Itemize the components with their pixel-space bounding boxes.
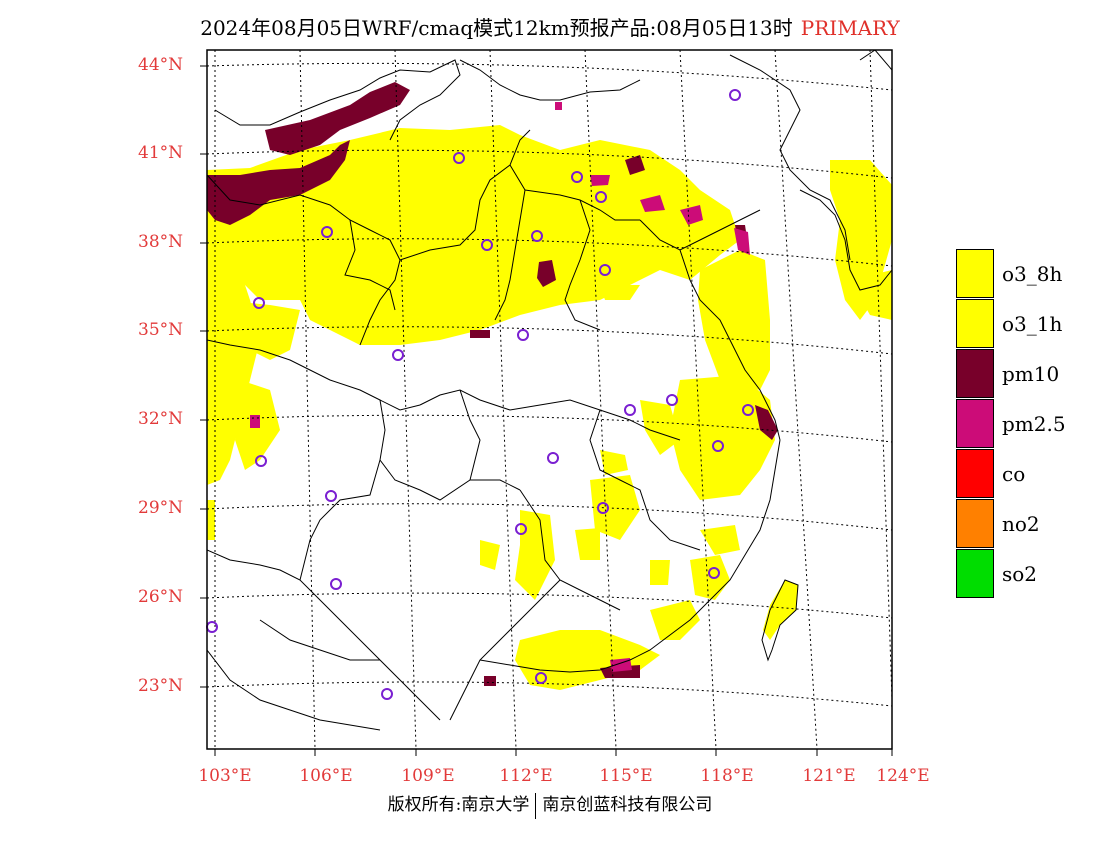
lat-label-23: 23°N (138, 676, 184, 696)
legend-item-pm10: pm10 (956, 349, 1066, 399)
legend-swatch (956, 399, 994, 448)
lon-label-115: 115°E (599, 766, 653, 786)
legend-swatch (956, 349, 994, 398)
legend-item-o3-8h: o3_8h (956, 249, 1066, 299)
legend-label: pm2.5 (1002, 412, 1066, 436)
copyright-company: 南京创蓝科技有限公司 (542, 795, 713, 815)
legend-swatch (956, 449, 994, 498)
o3-region (207, 125, 892, 690)
legend-label: o3_8h (1002, 262, 1063, 286)
lat-label-38: 38°N (138, 232, 184, 252)
lat-label-32: 32°N (138, 409, 184, 429)
legend-item-so2: so2 (956, 549, 1066, 599)
boundaries (207, 50, 892, 731)
lon-label-121: 121°E (802, 766, 856, 786)
graticule (207, 50, 892, 749)
copyright-divider (535, 792, 537, 819)
legend-label: o3_1h (1002, 312, 1063, 336)
copyright: 版权所有:南京大学 南京创蓝科技有限公司 (0, 790, 1100, 819)
legend-item-pm25: pm2.5 (956, 399, 1066, 449)
pollution-overlay (207, 82, 892, 690)
chart-title: 2024年08月05日WRF/cmaq模式12km预报产品:08月05日13时 P… (0, 12, 1100, 41)
pm25-region (250, 102, 750, 672)
lat-label-41: 41°N (138, 143, 184, 163)
title-text: 2024年08月05日WRF/cmaq模式12km预报产品:08月05日13时 (200, 16, 793, 40)
legend-swatch (956, 299, 994, 348)
lat-label-26: 26°N (138, 587, 184, 607)
lat-label-29: 29°N (138, 498, 184, 518)
legend-item-o3-1h: o3_1h (956, 299, 1066, 349)
title-tag: PRIMARY (800, 16, 900, 40)
station-markers (206, 89, 754, 700)
lon-label-124: 124°E (876, 766, 930, 786)
copyright-owner: 版权所有:南京大学 (387, 795, 530, 815)
legend-swatch (956, 249, 994, 298)
axis-ticks (200, 65, 893, 756)
legend-item-co: co (956, 449, 1066, 499)
lon-label-118: 118°E (700, 766, 754, 786)
legend-label: co (1002, 462, 1026, 486)
legend-item-no2: no2 (956, 499, 1066, 549)
legend-label: so2 (1002, 562, 1038, 586)
map-frame (206, 49, 893, 750)
legend: o3_8h o3_1h pm10 pm2.5 co no2 so2 (956, 249, 1066, 599)
legend-label: no2 (1002, 512, 1040, 536)
legend-swatch (956, 549, 994, 598)
lon-label-109: 109°E (401, 766, 455, 786)
lon-label-103: 103°E (198, 766, 252, 786)
lat-label-44: 44°N (138, 55, 184, 75)
lon-label-112: 112°E (499, 766, 553, 786)
legend-label: pm10 (1002, 362, 1060, 386)
lat-label-35: 35°N (138, 320, 184, 340)
lon-label-106: 106°E (299, 766, 353, 786)
legend-swatch (956, 499, 994, 548)
